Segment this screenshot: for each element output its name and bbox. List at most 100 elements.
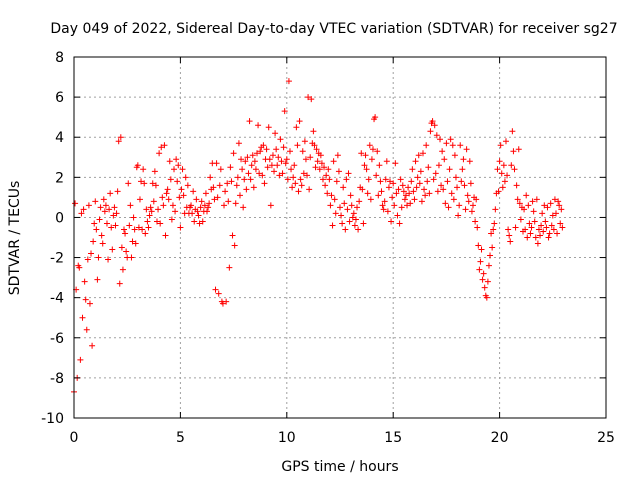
data-point — [261, 180, 268, 187]
data-point — [88, 250, 95, 257]
data-point — [227, 164, 234, 171]
data-point — [545, 234, 552, 241]
data-point — [256, 170, 263, 177]
data-point — [544, 204, 551, 211]
grid-lines — [74, 57, 606, 418]
data-point — [144, 218, 151, 225]
data-point — [516, 200, 523, 207]
data-point — [111, 204, 118, 211]
data-point — [132, 240, 139, 247]
data-point — [373, 172, 380, 179]
data-point — [79, 314, 86, 321]
data-point — [448, 190, 455, 197]
data-point — [278, 158, 285, 165]
data-point — [233, 182, 240, 189]
data-point — [399, 182, 406, 189]
data-point — [130, 214, 137, 221]
data-point — [91, 220, 98, 227]
data-point — [202, 190, 209, 197]
data-point — [342, 226, 349, 233]
data-point — [501, 178, 508, 185]
data-point — [101, 208, 108, 215]
data-point — [195, 212, 202, 219]
data-point — [484, 278, 491, 285]
data-point — [551, 196, 558, 203]
data-point — [168, 216, 175, 223]
data-point — [412, 158, 419, 165]
data-point — [302, 156, 309, 163]
data-point — [433, 132, 440, 139]
data-point — [81, 278, 88, 285]
data-point — [410, 188, 417, 195]
data-point — [254, 150, 261, 157]
data-point — [338, 212, 345, 219]
data-point — [92, 198, 99, 205]
data-point — [139, 226, 146, 233]
data-point — [383, 158, 390, 165]
data-point — [431, 122, 438, 129]
data-point — [499, 184, 506, 191]
data-point — [478, 246, 485, 253]
data-point — [127, 202, 134, 209]
data-point — [82, 296, 89, 303]
data-point — [172, 208, 179, 215]
data-point — [189, 210, 196, 217]
data-point — [540, 228, 547, 235]
data-point — [554, 230, 561, 237]
data-point — [341, 200, 348, 207]
data-point — [180, 192, 187, 199]
data-point — [405, 184, 412, 191]
data-point — [488, 230, 495, 237]
data-point — [284, 176, 291, 183]
data-point — [242, 158, 249, 165]
data-point — [361, 162, 368, 169]
data-point — [446, 166, 453, 173]
data-point — [418, 198, 425, 205]
plot-frame — [73, 56, 607, 419]
data-point — [439, 148, 446, 155]
data-point — [327, 202, 334, 209]
data-point — [523, 192, 530, 199]
data-point — [275, 154, 282, 161]
data-point — [297, 176, 304, 183]
data-point — [505, 226, 512, 233]
data-point — [496, 158, 503, 165]
data-point — [468, 208, 475, 215]
data-point — [250, 184, 257, 191]
data-point — [282, 160, 289, 167]
data-point — [344, 206, 351, 213]
data-point — [411, 196, 418, 203]
data-point — [380, 206, 387, 213]
data-point — [308, 96, 315, 103]
data-point — [266, 156, 273, 163]
data-point — [460, 156, 467, 163]
data-point — [419, 150, 426, 157]
data-point — [175, 162, 182, 169]
data-point — [215, 290, 222, 297]
data-point — [80, 206, 87, 213]
data-point — [152, 182, 159, 189]
data-point — [97, 204, 104, 211]
data-point — [314, 158, 321, 165]
data-point — [498, 170, 505, 177]
data-point — [467, 180, 474, 187]
data-point — [509, 128, 516, 135]
data-point — [156, 150, 163, 157]
y-tick-label: 2 — [55, 170, 64, 186]
data-point — [226, 264, 233, 271]
data-point — [441, 156, 448, 163]
data-point — [86, 300, 93, 307]
x-axis-label: GPS time / hours — [281, 459, 398, 475]
data-point — [374, 148, 381, 155]
data-point — [377, 178, 384, 185]
data-point — [510, 148, 517, 155]
data-point — [438, 182, 445, 189]
data-point — [118, 244, 125, 251]
data-point — [153, 218, 160, 225]
data-point — [126, 222, 133, 229]
data-point — [84, 256, 91, 263]
data-point — [150, 198, 157, 205]
data-point — [464, 192, 471, 199]
chart-title: Day 049 of 2022, Sidereal Day-to-day VTE… — [50, 21, 617, 37]
